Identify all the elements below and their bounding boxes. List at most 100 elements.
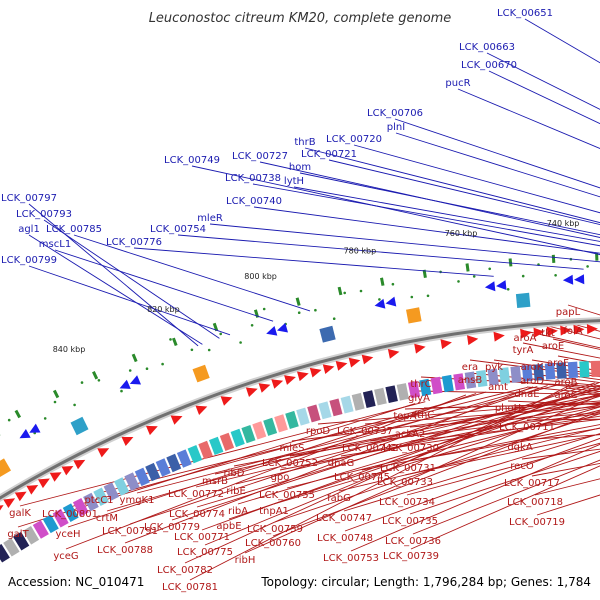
gene-label[interactable]: tkt [541, 328, 555, 339]
gene-label[interactable]: ymgK1 [120, 495, 155, 506]
gene-label[interactable]: mleS [279, 443, 304, 454]
gene-label[interactable]: yceH [55, 529, 80, 540]
gene-label[interactable]: amt [488, 382, 508, 393]
gene-label[interactable]: LCK_00791 [102, 526, 158, 537]
gene-label[interactable]: aroA [514, 333, 537, 344]
gene-label[interactable]: LCK_00788 [97, 545, 153, 556]
gene-label[interactable]: ptcC1 [84, 495, 113, 506]
gene-label[interactable]: tyrA [513, 345, 534, 356]
gene-label[interactable]: era [462, 362, 478, 373]
gene-label[interactable]: thrB [294, 137, 315, 148]
gene-label[interactable]: LCK_00755 [259, 490, 315, 501]
gene-label[interactable]: LCK_00771 [174, 532, 230, 543]
gene-label[interactable]: aroF [547, 358, 569, 369]
gene-label[interactable]: pyk [485, 362, 503, 373]
gene-label[interactable]: LCK_00748 [317, 533, 373, 544]
gene-label[interactable]: LCK_00759 [247, 524, 303, 535]
gene-label[interactable]: recO [510, 461, 534, 472]
gene-label[interactable]: LCK_00747 [316, 513, 372, 524]
gene-label[interactable]: LCK_00737 [337, 426, 393, 437]
gene-label[interactable]: ribH [235, 555, 256, 566]
gene-label[interactable]: LCK_00733 [377, 477, 433, 488]
gene-label[interactable]: LCK_00720 [326, 134, 382, 145]
gene-label[interactable]: pucR [445, 78, 470, 89]
gene-label[interactable]: LCK_00651 [497, 8, 553, 19]
gene-label[interactable]: LCK_00742 [342, 443, 398, 454]
gene-label[interactable]: aroD [520, 376, 544, 387]
gene-label[interactable]: LCK_00745 [334, 472, 390, 483]
gene-label[interactable]: LCK_00774 [169, 509, 225, 520]
gene-label[interactable]: LCK_00736 [385, 536, 441, 547]
gene-label[interactable]: LCK_00731 [380, 463, 436, 474]
gene-label[interactable]: fabG [327, 493, 351, 504]
gene-label[interactable]: LCK_00797 [1, 193, 57, 204]
gene-label[interactable]: LCK_00717 [504, 478, 560, 489]
gene-label[interactable]: LCK_00801 [42, 509, 98, 520]
gene-label[interactable]: dnaE [514, 389, 539, 400]
gene-label[interactable]: aroB [555, 377, 578, 388]
gene-label[interactable]: gpo [271, 472, 290, 483]
gene-label[interactable]: LCK_00799 [1, 255, 57, 266]
gene-label[interactable]: LCK_00752 [262, 458, 318, 469]
gene-label[interactable]: LCK_00753 [323, 553, 379, 564]
gene-label[interactable]: LCK_00738 [225, 173, 281, 184]
gene-label[interactable]: ribE [226, 486, 246, 497]
gene-label[interactable]: ribD [224, 468, 245, 479]
gene-label[interactable]: dnaG [328, 458, 355, 469]
gene-label[interactable]: LCK_00760 [245, 538, 301, 549]
gene-label[interactable]: yceG [53, 551, 78, 562]
gene-label[interactable]: papL [556, 307, 581, 318]
gene-label[interactable]: LCK_00706 [367, 108, 423, 119]
gene-label[interactable]: LCK_00740 [226, 196, 282, 207]
gene-label[interactable]: LCK_00711 [499, 422, 555, 433]
gene-label[interactable]: topA [393, 411, 416, 422]
gene-label[interactable]: phoH [495, 403, 521, 414]
gene-label[interactable]: LCK_00754 [150, 224, 206, 235]
gene-label[interactable]: LCK_00776 [106, 237, 162, 248]
gene-label[interactable]: apbE [216, 521, 241, 532]
gene-label[interactable]: LCK_00727 [232, 151, 288, 162]
gene-label[interactable]: LCK_00663 [459, 42, 515, 53]
gene-label[interactable]: aroE [542, 341, 564, 352]
gene-label[interactable]: LCK_00793 [16, 209, 72, 220]
gene-label[interactable]: galK [9, 508, 31, 519]
gene-label[interactable]: LCK_00735 [382, 516, 438, 527]
gene-label[interactable]: ribA [228, 506, 248, 517]
gene-label[interactable]: agl1 [18, 224, 40, 235]
gene-label[interactable]: glyA [408, 393, 430, 404]
gene-label[interactable]: rpoD [306, 426, 331, 437]
gene-label[interactable]: crtM [96, 513, 118, 524]
gene-label[interactable]: fthC [414, 410, 435, 421]
gene-label[interactable]: LCK_00775 [177, 547, 233, 558]
gene-label[interactable]: hom [289, 162, 311, 173]
gene-label[interactable]: LCK_00781 [162, 582, 218, 593]
gene-label[interactable]: tnpA1 [259, 506, 289, 517]
gene-label[interactable]: LCK_00718 [507, 497, 563, 508]
gene-label[interactable]: lytH [284, 176, 304, 187]
gene-label[interactable]: LCK_00779 [144, 522, 200, 533]
backbone-arc [0, 319, 600, 500]
gene-label[interactable]: thrC [410, 379, 431, 390]
gene-label[interactable]: LCK_00739 [383, 551, 439, 562]
gene-label[interactable]: LCK_00734 [379, 497, 435, 508]
gene-label[interactable]: LCK_00785 [46, 224, 102, 235]
gene-label[interactable]: mscL1 [39, 239, 71, 250]
gene-label[interactable]: dgkA [507, 442, 532, 453]
gene-label[interactable]: LCK_00749 [164, 155, 220, 166]
gene-label[interactable]: mleR [197, 213, 223, 224]
gene-label[interactable]: aroC [554, 390, 577, 401]
gene-label[interactable]: folA [563, 326, 582, 337]
gene-label[interactable]: aroK [521, 362, 544, 373]
gene-label[interactable]: LCK_00772 [168, 489, 224, 500]
gene-label[interactable]: msrB [202, 476, 228, 487]
gene-label[interactable]: LCK_00670 [461, 60, 517, 71]
scale-tick-label: 820 kbp [147, 305, 180, 314]
gene-label[interactable]: ackA2 [395, 429, 426, 440]
gene-label[interactable]: LCK_00721 [301, 149, 357, 160]
gene-label[interactable]: plnI [387, 122, 405, 133]
gene-label[interactable]: LCK_00719 [509, 517, 565, 528]
gene-label[interactable]: LCK_00730 [383, 443, 439, 454]
gene-label[interactable]: galT [7, 529, 29, 540]
gene-label[interactable]: LCK_00782 [157, 565, 213, 576]
gene-label[interactable]: ansB [458, 375, 483, 386]
